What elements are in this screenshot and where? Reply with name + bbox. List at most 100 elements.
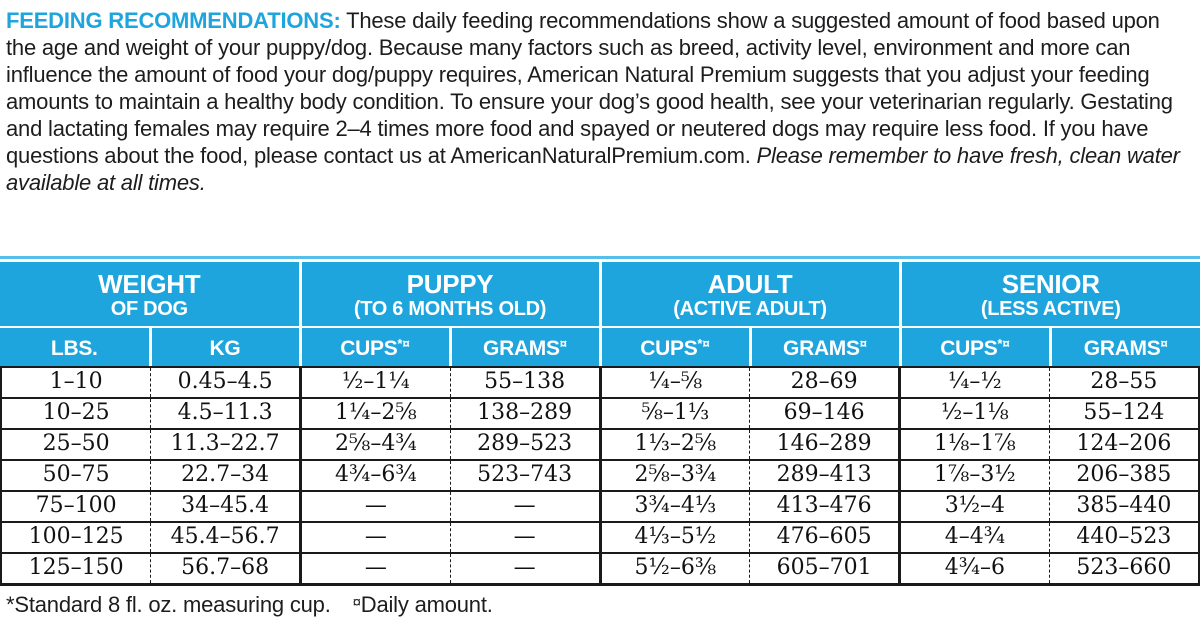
table-cell: 440–523	[1049, 522, 1199, 553]
table-cell: 75–100	[1, 491, 151, 522]
table-cell: 28–55	[1049, 367, 1199, 398]
table-cell: —	[301, 491, 451, 522]
col-header-kg: KG	[150, 327, 300, 366]
table-cell: ¼–⅝	[600, 367, 750, 398]
table-cell: 22.7–34	[151, 460, 301, 491]
col-sup: ¤	[1160, 336, 1167, 351]
table-cell: 2⅝–4¾	[301, 429, 451, 460]
table-cell: 1⅓–2⅝	[600, 429, 750, 460]
table-cell: 1¼–2⅝	[301, 398, 451, 429]
table-cell: 125–150	[1, 553, 151, 585]
col-label: LBS.	[51, 337, 98, 360]
column-header-row: LBS. KG CUPS*¤ GRAMS¤ CUPS*¤ GRAMS¤ CUPS…	[0, 327, 1200, 366]
col-header-senior-cups: CUPS*¤	[900, 327, 1050, 366]
table-cell: ½–1⅛	[900, 398, 1050, 429]
intro-paragraph: FEEDING RECOMMENDATIONS: These daily fee…	[0, 0, 1200, 196]
table-cell: —	[450, 522, 600, 553]
table-cell: 413–476	[750, 491, 900, 522]
col-header-adult-cups: CUPS*¤	[600, 327, 750, 366]
col-label: GRAMS	[483, 337, 560, 360]
col-sup: *¤	[397, 336, 409, 351]
table-cell: 146–289	[750, 429, 900, 460]
table-cell: —	[301, 553, 451, 585]
col-header-puppy-cups: CUPS*¤	[300, 327, 450, 366]
group-subtitle: OF DOG	[0, 298, 299, 320]
col-header-adult-grams: GRAMS¤	[750, 327, 900, 366]
table-cell: 4.5–11.3	[151, 398, 301, 429]
table-cell: 10–25	[1, 398, 151, 429]
col-sup: *¤	[697, 336, 709, 351]
table-top-accent-strip	[0, 256, 1200, 259]
table-cell: 289–523	[450, 429, 600, 460]
col-label: GRAMS	[1084, 337, 1161, 360]
table-cell: 100–125	[1, 522, 151, 553]
col-label: CUPS	[940, 337, 997, 360]
group-subtitle: (ACTIVE ADULT)	[602, 298, 899, 320]
table-cell: 3½–4	[900, 491, 1050, 522]
group-title: WEIGHT	[0, 270, 299, 298]
col-header-lbs: LBS.	[0, 327, 150, 366]
table-cell: 289–413	[750, 460, 900, 491]
table-cell: 28–69	[750, 367, 900, 398]
col-label: CUPS	[640, 337, 697, 360]
feeding-table: WEIGHT OF DOG PUPPY (TO 6 MONTHS OLD) AD…	[0, 256, 1200, 586]
daily-footnote: Daily amount.	[361, 592, 493, 617]
table-cell: 45.4–56.7	[151, 522, 301, 553]
table-cell: 69–146	[750, 398, 900, 429]
group-subtitle: (LESS ACTIVE)	[902, 298, 1200, 320]
col-label: CUPS	[340, 337, 397, 360]
table-cell: —	[450, 491, 600, 522]
table-cell: ⅝–1⅓	[600, 398, 750, 429]
table-cell: 34–45.4	[151, 491, 301, 522]
group-title: SENIOR	[902, 270, 1200, 298]
group-header-row: WEIGHT OF DOG PUPPY (TO 6 MONTHS OLD) AD…	[0, 262, 1200, 327]
table-cell: ¼–½	[900, 367, 1050, 398]
col-sup: ¤	[860, 336, 867, 351]
table-cell: 56.7–68	[151, 553, 301, 585]
table-cell: 55–138	[450, 367, 600, 398]
group-header-puppy: PUPPY (TO 6 MONTHS OLD)	[300, 262, 600, 327]
table-cell: 605–701	[750, 553, 900, 585]
table-cell: 138–289	[450, 398, 600, 429]
table-cell: 1⅛–1⅞	[900, 429, 1050, 460]
group-header-adult: ADULT (ACTIVE ADULT)	[600, 262, 900, 327]
col-sup: *¤	[997, 336, 1009, 351]
table-cell: 5½–6⅜	[600, 553, 750, 585]
group-header-weight: WEIGHT OF DOG	[0, 262, 300, 327]
table-cell: 523–743	[450, 460, 600, 491]
col-header-senior-grams: GRAMS¤	[1050, 327, 1200, 366]
table-cell: 0.45–4.5	[151, 367, 301, 398]
table-cell: 124–206	[1049, 429, 1199, 460]
col-header-puppy-grams: GRAMS¤	[450, 327, 600, 366]
table-cell: 4¾–6	[900, 553, 1050, 585]
table-cell: 523–660	[1049, 553, 1199, 585]
table-cell: 4⅓–5½	[600, 522, 750, 553]
table-cell: 385–440	[1049, 491, 1199, 522]
footnotes: *Standard 8 fl. oz. measuring cup.¤Daily…	[6, 592, 1200, 618]
group-header-senior: SENIOR (LESS ACTIVE)	[900, 262, 1200, 327]
col-sup: ¤	[560, 336, 567, 351]
table-cell: 1⅞–3½	[900, 460, 1050, 491]
group-title: PUPPY	[302, 270, 599, 298]
table-cell: 55–124	[1049, 398, 1199, 429]
table-cell: 206–385	[1049, 460, 1199, 491]
table-cell: 3¾–4⅓	[600, 491, 750, 522]
table-cell: 25–50	[1, 429, 151, 460]
table-cell: 4¾–6¾	[301, 460, 451, 491]
table-cell: 11.3–22.7	[151, 429, 301, 460]
table-cell: 1–10	[1, 367, 151, 398]
table-cell: 4–4¾	[900, 522, 1050, 553]
group-title: ADULT	[602, 270, 899, 298]
group-subtitle: (TO 6 MONTHS OLD)	[302, 298, 599, 320]
table-cell: —	[301, 522, 451, 553]
table-cell: —	[450, 553, 600, 585]
cup-footnote: *Standard 8 fl. oz. measuring cup.	[6, 592, 331, 617]
